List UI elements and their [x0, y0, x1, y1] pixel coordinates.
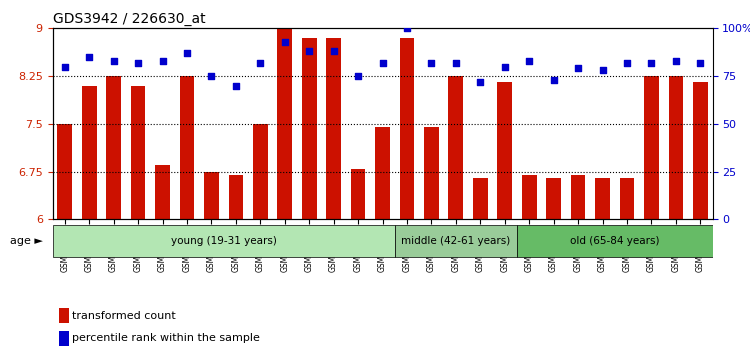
Point — [499, 64, 511, 69]
Point — [58, 64, 70, 69]
Point — [548, 77, 560, 83]
Point — [621, 60, 633, 65]
FancyBboxPatch shape — [394, 225, 517, 257]
Point — [376, 60, 388, 65]
Point — [694, 60, 706, 65]
Bar — [473, 178, 488, 219]
Point — [279, 39, 291, 45]
Point — [352, 73, 364, 79]
Bar — [58, 124, 72, 219]
Point — [230, 83, 242, 88]
Bar — [326, 38, 341, 219]
Text: middle (42-61 years): middle (42-61 years) — [401, 236, 511, 246]
Bar — [424, 127, 439, 219]
Point — [83, 54, 95, 60]
Bar — [106, 76, 121, 219]
Point — [524, 58, 536, 64]
Bar — [668, 76, 683, 219]
Bar — [130, 86, 146, 219]
Bar — [693, 82, 707, 219]
FancyBboxPatch shape — [53, 225, 394, 257]
Bar — [400, 38, 414, 219]
Bar — [253, 124, 268, 219]
Point — [254, 60, 266, 65]
Text: GDS3942 / 226630_at: GDS3942 / 226630_at — [53, 12, 205, 26]
Point — [206, 73, 218, 79]
Point — [425, 60, 437, 65]
Bar — [155, 165, 170, 219]
Point — [132, 60, 144, 65]
Bar — [278, 28, 292, 219]
Bar — [351, 169, 365, 219]
Bar — [59, 308, 69, 323]
Point — [596, 68, 608, 73]
Point — [450, 60, 462, 65]
Bar — [571, 175, 586, 219]
Point — [572, 65, 584, 71]
Bar — [546, 178, 561, 219]
Point — [646, 60, 658, 65]
Bar — [644, 76, 658, 219]
Point — [303, 48, 315, 54]
Bar — [596, 178, 610, 219]
Bar — [179, 76, 194, 219]
Bar — [204, 172, 219, 219]
Bar — [59, 331, 69, 346]
Bar — [620, 178, 634, 219]
Point — [157, 58, 169, 64]
Text: percentile rank within the sample: percentile rank within the sample — [72, 333, 260, 343]
Point — [670, 58, 682, 64]
Point — [107, 58, 119, 64]
Point — [328, 48, 340, 54]
Point — [181, 50, 193, 56]
Text: age ►: age ► — [10, 236, 43, 246]
FancyBboxPatch shape — [517, 225, 712, 257]
Bar — [302, 38, 316, 219]
Text: old (65-84 years): old (65-84 years) — [570, 236, 659, 246]
Text: young (19-31 years): young (19-31 years) — [171, 236, 277, 246]
Bar — [497, 82, 512, 219]
Bar — [448, 76, 464, 219]
Bar — [82, 86, 97, 219]
Text: transformed count: transformed count — [72, 311, 176, 321]
Bar — [522, 175, 536, 219]
Point — [401, 25, 413, 31]
Bar — [375, 127, 390, 219]
Bar — [229, 175, 243, 219]
Point — [474, 79, 486, 85]
